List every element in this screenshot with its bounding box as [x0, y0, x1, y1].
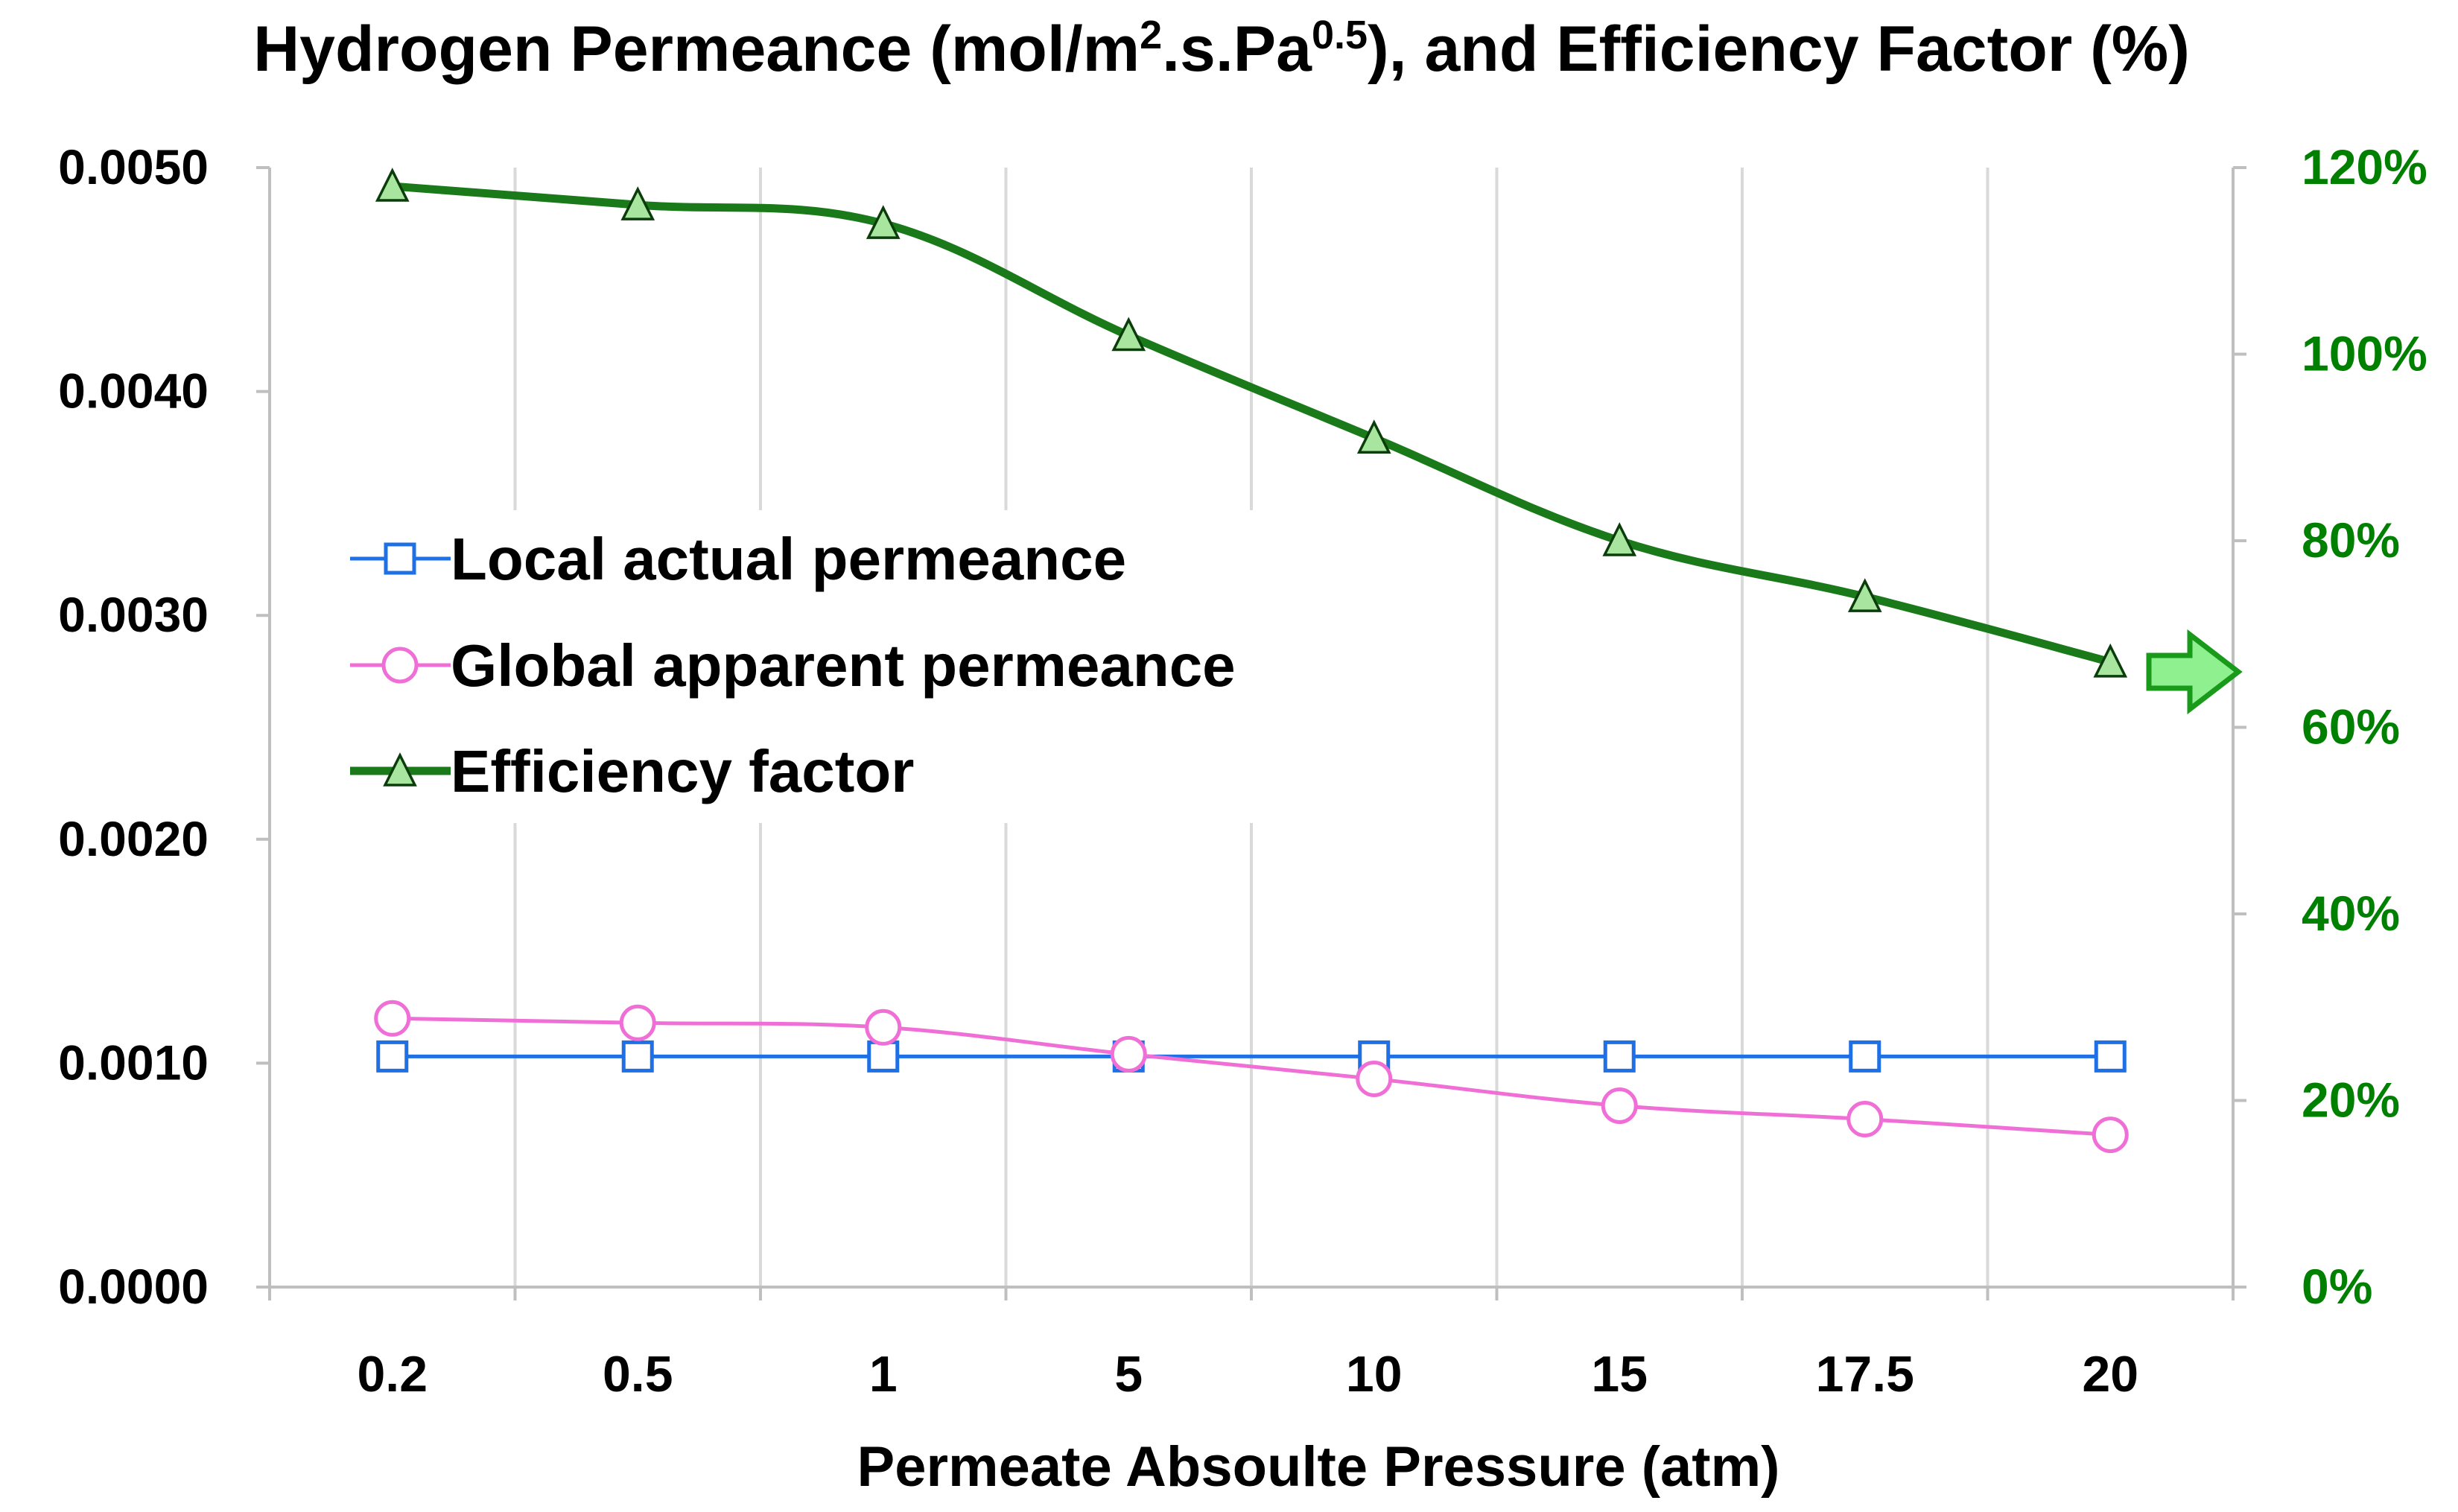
series-layer — [374, 168, 2129, 1154]
data-point-circle — [865, 1008, 902, 1046]
right-tick-label: 100% — [2302, 326, 2427, 381]
data-point-square — [376, 1040, 409, 1073]
data-point-triangle — [1847, 578, 1882, 612]
left-tick-label: 0.0030 — [58, 587, 209, 642]
data-point-circle — [1846, 1101, 1884, 1138]
series-line — [392, 182, 2112, 667]
legend-label: Local actual permeance — [451, 526, 1126, 592]
data-point-square — [1849, 1040, 1881, 1073]
chart-title-suffix: ), and Efficiency Factor (%) — [1368, 13, 2190, 85]
data-point-circle — [1601, 1087, 1638, 1125]
left-tick-label: 0.0040 — [58, 363, 209, 419]
right-tick-label: 0% — [2302, 1259, 2372, 1314]
data-point-square — [1603, 1040, 1636, 1073]
x-axis-ticks: 0.2 0.5 1 5 10 15 17.5 20 — [268, 1287, 2235, 1403]
legend-label: Efficiency factor — [451, 738, 914, 804]
legend-item: Local actual permeance — [350, 526, 1126, 592]
legend-marker-square — [384, 542, 416, 575]
left-tick-label: 0.0020 — [58, 811, 209, 866]
x-tick-label: 0.2 — [357, 1346, 428, 1403]
data-point-square — [621, 1040, 654, 1073]
data-point-triangle — [1111, 317, 1146, 352]
right-tick-label: 40% — [2302, 886, 2400, 941]
right-axis-ticks: 0% 20% 40% 60% 80% 100% 120% — [2233, 139, 2427, 1314]
chart-title-sup2: 0.5 — [1312, 13, 1368, 57]
left-tick-label: 0.0010 — [58, 1035, 209, 1090]
data-point-triangle — [2093, 643, 2128, 678]
legend-marker-circle — [381, 647, 419, 684]
x-tick-label: 0.5 — [603, 1346, 673, 1403]
chart-title: Hydrogen Permeance (mol/m2.s.Pa0.5), and… — [253, 13, 2190, 85]
data-point-circle — [374, 1000, 411, 1037]
data-point-circle — [2092, 1116, 2129, 1154]
x-tick-label: 20 — [2082, 1346, 2138, 1403]
series-circle — [374, 1000, 2129, 1154]
chart-title-sup1: 2 — [1140, 13, 1162, 57]
left-tick-label: 0.0050 — [58, 139, 209, 194]
legend-marker-triangle — [383, 752, 417, 787]
data-point-circle — [1110, 1035, 1147, 1073]
right-tick-label: 20% — [2302, 1073, 2400, 1128]
series-triangle — [375, 168, 2128, 678]
right-tick-label: 80% — [2302, 512, 2400, 568]
data-point-circle — [619, 1004, 656, 1041]
legend-item: Efficiency factor — [350, 738, 914, 804]
data-point-triangle — [375, 168, 410, 202]
arrow-shape — [2146, 629, 2243, 715]
data-point-circle — [1356, 1060, 1393, 1097]
chart-title-middle: .s.Pa — [1162, 13, 1312, 85]
x-axis-label: Permeate Absoulte Pressure (atm) — [857, 1435, 1780, 1499]
right-tick-label: 120% — [2302, 139, 2427, 194]
legend-item: Global apparent permeance — [350, 632, 1236, 699]
data-point-triangle — [1602, 522, 1637, 556]
legend: Local actual permeance Global apparent pe… — [339, 510, 1330, 823]
x-tick-label: 15 — [1591, 1346, 1648, 1403]
data-point-triangle — [620, 186, 655, 220]
left-axis-ticks: 0.0000 0.0010 0.0020 0.0030 0.0040 0.0050 — [58, 139, 270, 1314]
right-tick-label: 60% — [2302, 699, 2400, 755]
data-point-triangle — [866, 205, 901, 239]
data-point-triangle — [1356, 419, 1391, 454]
right-axis-arrow-icon — [2146, 629, 2243, 715]
left-tick-label: 0.0000 — [58, 1259, 209, 1314]
series-line — [392, 1016, 2111, 1137]
chart-title-prefix: Hydrogen Permeance (mol/m — [253, 13, 1140, 85]
x-tick-label: 1 — [869, 1346, 898, 1403]
data-point-square — [2094, 1040, 2127, 1073]
x-tick-label: 17.5 — [1816, 1346, 1914, 1403]
x-tick-label: 5 — [1114, 1346, 1143, 1403]
legend-label: Global apparent permeance — [451, 632, 1236, 699]
legend-background — [339, 510, 1330, 823]
data-point-square — [867, 1040, 900, 1073]
x-tick-label: 10 — [1346, 1346, 1403, 1403]
